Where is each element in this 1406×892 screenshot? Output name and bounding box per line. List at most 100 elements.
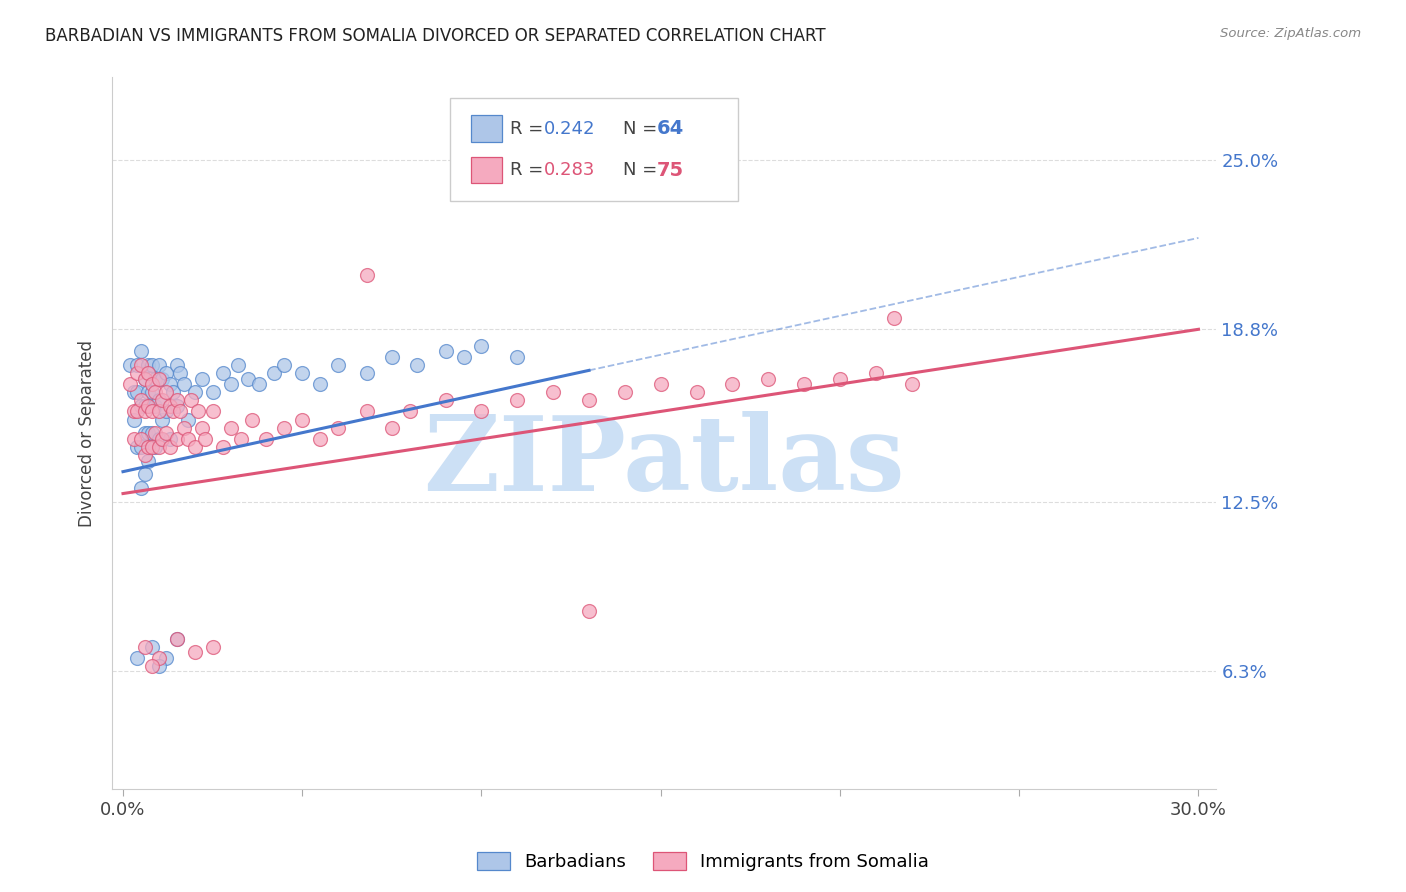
Point	[141, 404, 163, 418]
Point	[159, 399, 181, 413]
Point	[166, 358, 188, 372]
Point	[434, 393, 457, 408]
Point	[148, 358, 170, 372]
Point	[793, 377, 815, 392]
Y-axis label: Divorced or Separated: Divorced or Separated	[79, 340, 96, 527]
Point	[141, 440, 163, 454]
Point	[152, 432, 174, 446]
Point	[219, 377, 242, 392]
Point	[141, 377, 163, 392]
Point	[143, 371, 166, 385]
Point	[650, 377, 672, 392]
Point	[134, 467, 156, 482]
Point	[291, 366, 314, 380]
Point	[406, 358, 429, 372]
Point	[166, 632, 188, 646]
Point	[191, 371, 214, 385]
Point	[148, 371, 170, 385]
Point	[173, 421, 195, 435]
Text: R =: R =	[510, 161, 550, 179]
Point	[578, 393, 600, 408]
Point	[470, 339, 492, 353]
Text: 0.242: 0.242	[544, 120, 596, 137]
Point	[434, 344, 457, 359]
Point	[148, 650, 170, 665]
Point	[129, 358, 152, 372]
Point	[291, 412, 314, 426]
Point	[247, 377, 270, 392]
Point	[166, 399, 188, 413]
Point	[136, 385, 159, 400]
Point	[136, 366, 159, 380]
Text: N =: N =	[623, 120, 662, 137]
Point	[226, 358, 249, 372]
Point	[141, 640, 163, 654]
Point	[900, 377, 922, 392]
Point	[129, 432, 152, 446]
Point	[134, 404, 156, 418]
Point	[127, 404, 149, 418]
Point	[453, 350, 475, 364]
Point	[134, 371, 156, 385]
Point	[152, 412, 174, 426]
Point	[155, 366, 177, 380]
Text: R =: R =	[510, 120, 550, 137]
Point	[159, 432, 181, 446]
Point	[169, 366, 191, 380]
Point	[148, 393, 170, 408]
Point	[212, 440, 235, 454]
Point	[356, 268, 378, 282]
Point	[129, 393, 152, 408]
Point	[470, 404, 492, 418]
Point	[148, 659, 170, 673]
Point	[127, 366, 149, 380]
Point	[166, 432, 188, 446]
Point	[141, 385, 163, 400]
Point	[194, 432, 217, 446]
Point	[136, 426, 159, 441]
Point	[187, 404, 209, 418]
Point	[721, 377, 744, 392]
Point	[219, 421, 242, 435]
Point	[238, 371, 260, 385]
Point	[159, 440, 181, 454]
Point	[120, 377, 142, 392]
Point	[155, 404, 177, 418]
Point	[176, 432, 198, 446]
Point	[143, 399, 166, 413]
Point	[152, 393, 174, 408]
Point	[155, 650, 177, 665]
Point	[191, 421, 214, 435]
Point	[136, 399, 159, 413]
Point	[159, 377, 181, 392]
Point	[326, 421, 349, 435]
Point	[162, 404, 184, 418]
Point	[506, 393, 529, 408]
Point	[134, 448, 156, 462]
Point	[129, 399, 152, 413]
Text: BARBADIAN VS IMMIGRANTS FROM SOMALIA DIVORCED OR SEPARATED CORRELATION CHART: BARBADIAN VS IMMIGRANTS FROM SOMALIA DIV…	[45, 27, 825, 45]
Point	[356, 404, 378, 418]
Point	[201, 404, 224, 418]
Point	[127, 385, 149, 400]
Point	[129, 481, 152, 495]
Point	[134, 640, 156, 654]
Point	[201, 640, 224, 654]
Point	[326, 358, 349, 372]
Point	[127, 358, 149, 372]
Point	[152, 371, 174, 385]
Point	[148, 404, 170, 418]
Point	[309, 377, 332, 392]
Point	[155, 426, 177, 441]
Point	[155, 385, 177, 400]
Point	[134, 426, 156, 441]
Point	[127, 650, 149, 665]
Point	[578, 604, 600, 618]
Point	[148, 432, 170, 446]
Point	[883, 311, 905, 326]
Point	[865, 366, 887, 380]
Point	[263, 366, 285, 380]
Point	[136, 453, 159, 467]
Point	[398, 404, 420, 418]
Point	[381, 350, 404, 364]
